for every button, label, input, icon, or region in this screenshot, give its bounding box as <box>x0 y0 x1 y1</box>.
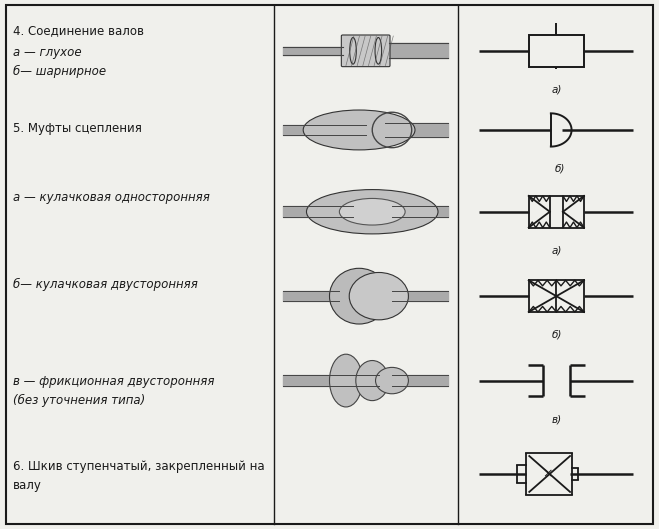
Text: а — глухое: а — глухое <box>13 45 81 59</box>
Text: а): а) <box>551 245 561 256</box>
Text: (без уточнения типа): (без уточнения типа) <box>13 394 145 407</box>
Ellipse shape <box>376 367 409 394</box>
Bar <box>529 35 584 67</box>
Text: в): в) <box>552 414 561 424</box>
Ellipse shape <box>349 272 409 320</box>
Text: 5. Муфты сцепления: 5. Муфты сцепления <box>13 122 142 135</box>
Text: а): а) <box>551 85 561 95</box>
Ellipse shape <box>330 268 389 324</box>
Text: б— шарнирное: б— шарнирное <box>13 65 105 78</box>
Ellipse shape <box>356 361 389 400</box>
Ellipse shape <box>306 189 438 234</box>
Ellipse shape <box>339 198 405 225</box>
Text: в — фрикционная двусторонняя: в — фрикционная двусторонняя <box>13 375 214 388</box>
Text: 4. Соединение валов: 4. Соединение валов <box>13 24 144 38</box>
Ellipse shape <box>330 354 362 407</box>
Ellipse shape <box>303 110 415 150</box>
Text: а — кулачковая односторонняя: а — кулачковая односторонняя <box>13 190 210 204</box>
FancyBboxPatch shape <box>341 35 390 67</box>
Text: валу: валу <box>13 479 42 492</box>
Text: 6. Шкив ступенчатый, закрепленный на: 6. Шкив ступенчатый, закрепленный на <box>13 460 264 473</box>
Text: б): б) <box>551 330 561 340</box>
Text: ×: × <box>542 468 552 480</box>
Text: б— кулачковая двусторонняя: б— кулачковая двусторонняя <box>13 278 198 291</box>
Text: б): б) <box>554 164 565 174</box>
